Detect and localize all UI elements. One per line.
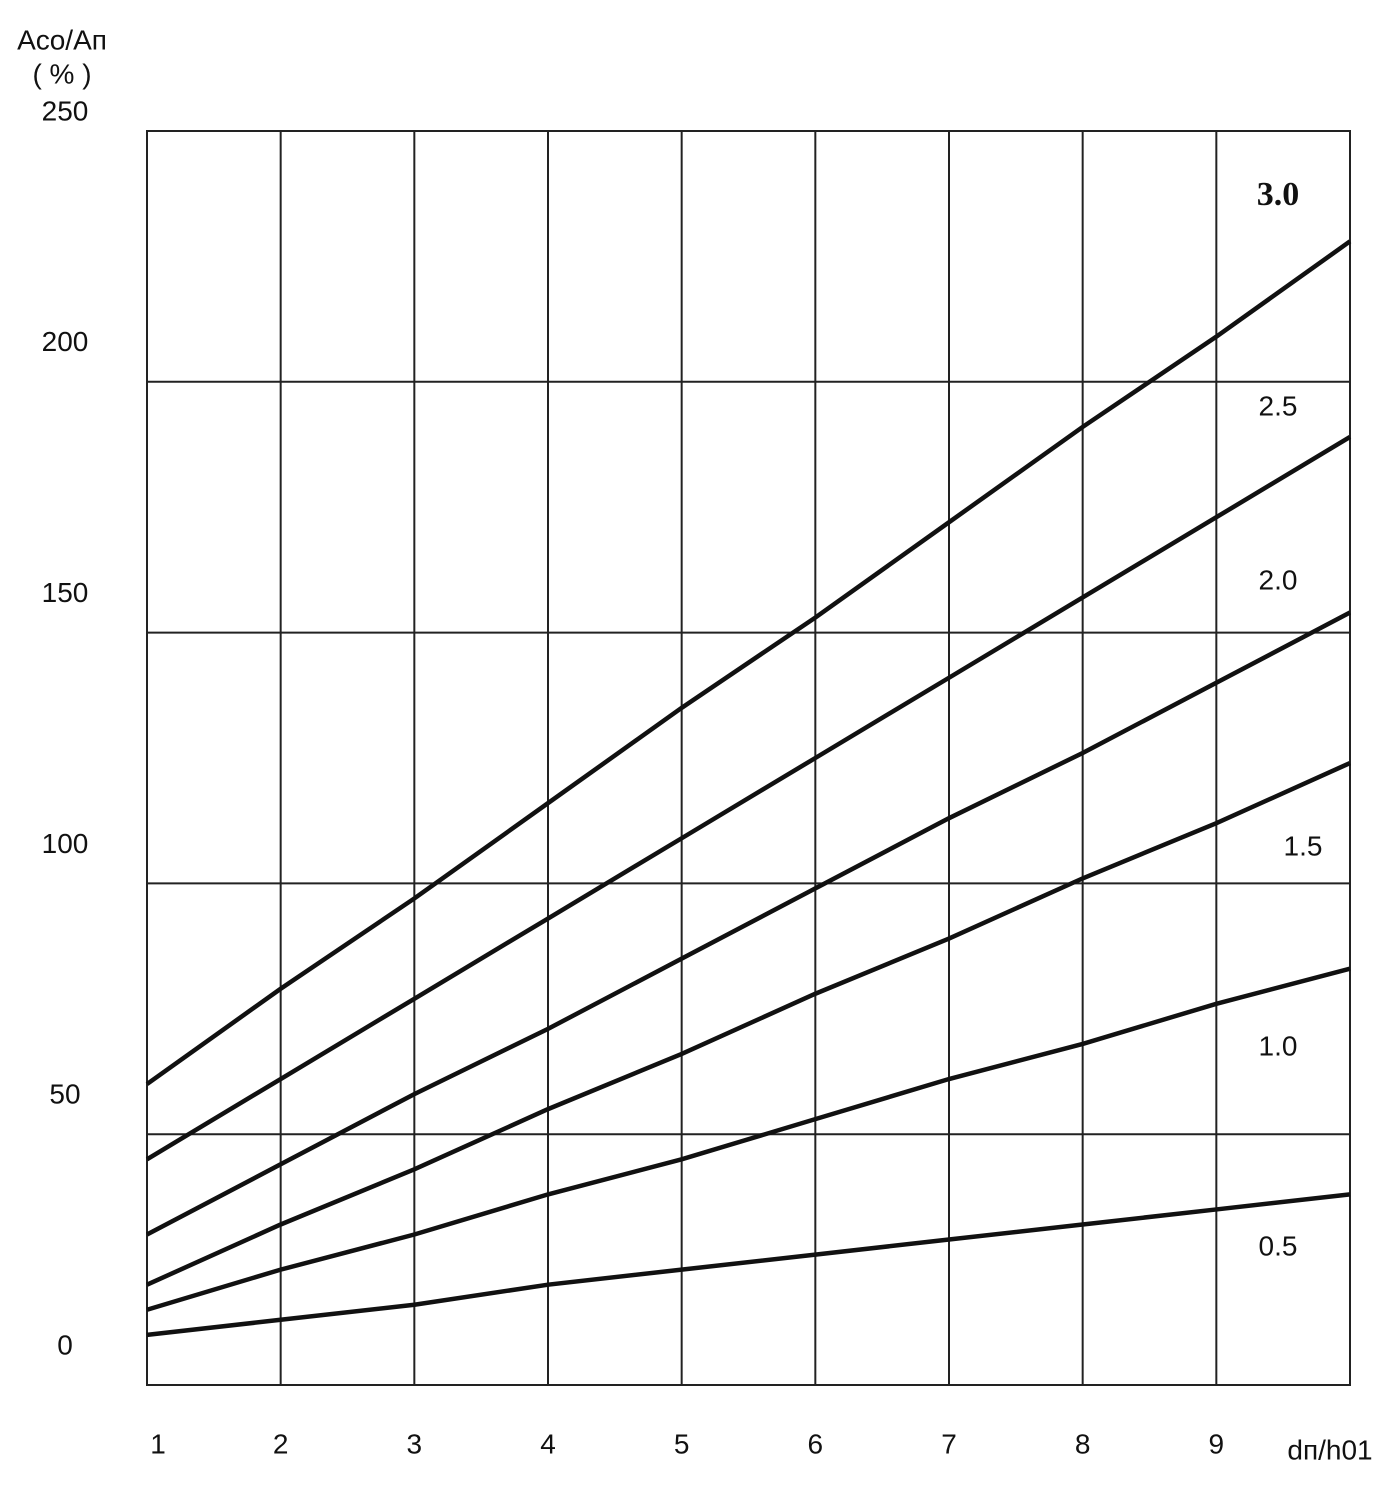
data-line (145, 239, 1352, 1086)
series-label: 3.0 (1257, 176, 1300, 213)
y-tick-label: 50 (49, 1079, 80, 1110)
x-tick-label: 4 (540, 1428, 556, 1459)
y-tick-label: 150 (42, 577, 89, 608)
series-label: 2.5 (1259, 390, 1298, 421)
series-label: 0.5 (1259, 1230, 1298, 1261)
x-tick-label: 1 (150, 1428, 166, 1459)
series-label: 1.0 (1259, 1030, 1298, 1061)
x-tick-label: 8 (1075, 1428, 1091, 1459)
x-tick-label: 2 (273, 1428, 289, 1459)
x-tick-label: 9 (1209, 1428, 1225, 1459)
y-tick-label: 200 (42, 326, 89, 357)
series-label: 1.5 (1284, 830, 1323, 861)
data-line (146, 1192, 1351, 1338)
y-tick-label: 250 (42, 95, 89, 126)
y-axis-unit: ( % ) (32, 58, 91, 89)
data-line (145, 435, 1352, 1162)
data-line (145, 610, 1352, 1237)
data-line (146, 760, 1351, 1287)
plot-frame (146, 130, 1351, 1386)
y-axis-title: Aco/Aп (17, 24, 107, 55)
x-axis-title: dп/h01 (1287, 1434, 1372, 1465)
x-tick-label: 6 (808, 1428, 824, 1459)
y-tick-label: 0 (57, 1329, 73, 1360)
y-tick-label: 100 (42, 828, 89, 859)
series-label: 2.0 (1259, 564, 1298, 595)
x-tick-label: 5 (674, 1428, 690, 1459)
x-tick-label: 7 (941, 1428, 957, 1459)
x-tick-label: 3 (407, 1428, 423, 1459)
data-line (146, 966, 1351, 1312)
